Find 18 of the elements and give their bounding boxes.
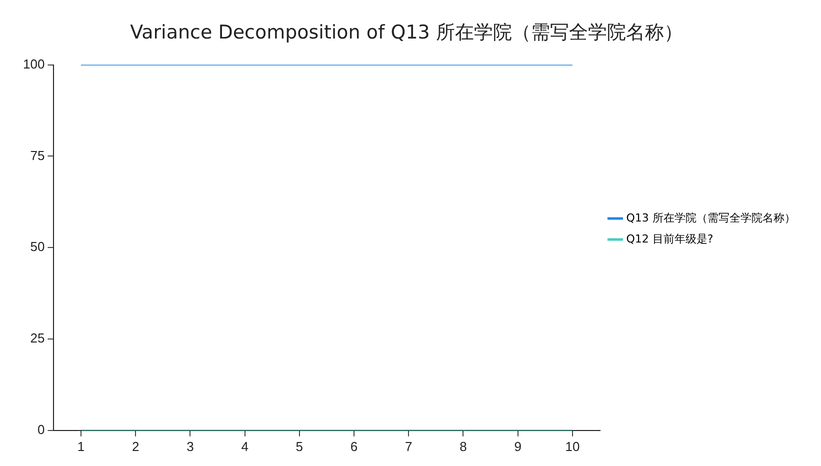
x-tick-label: 1 [77, 438, 85, 454]
y-tick-label: 50 [30, 239, 45, 254]
x-tick-label: 5 [296, 438, 304, 454]
x-tick-label: 2 [132, 438, 140, 454]
y-tick-label: 25 [30, 330, 45, 346]
x-tick-label: 8 [460, 438, 467, 454]
legend-label: Q13 所在学院（需写全学院名称） [626, 211, 796, 224]
x-tick-label: 4 [241, 438, 248, 454]
x-tick-label: 3 [186, 438, 194, 454]
legend-label: Q12 目前年级是? [626, 232, 714, 246]
y-tick-label: 0 [37, 422, 45, 437]
x-tick-label: 9 [514, 438, 522, 454]
y-tick-label: 100 [22, 56, 45, 72]
x-tick-label: 10 [565, 438, 580, 454]
chart-title: Variance Decomposition of Q13 所在学院（需写全学院名称） [130, 21, 683, 44]
y-tick-label: 75 [30, 148, 45, 163]
x-tick-label: 7 [405, 438, 412, 454]
x-tick-label: 6 [350, 438, 358, 454]
